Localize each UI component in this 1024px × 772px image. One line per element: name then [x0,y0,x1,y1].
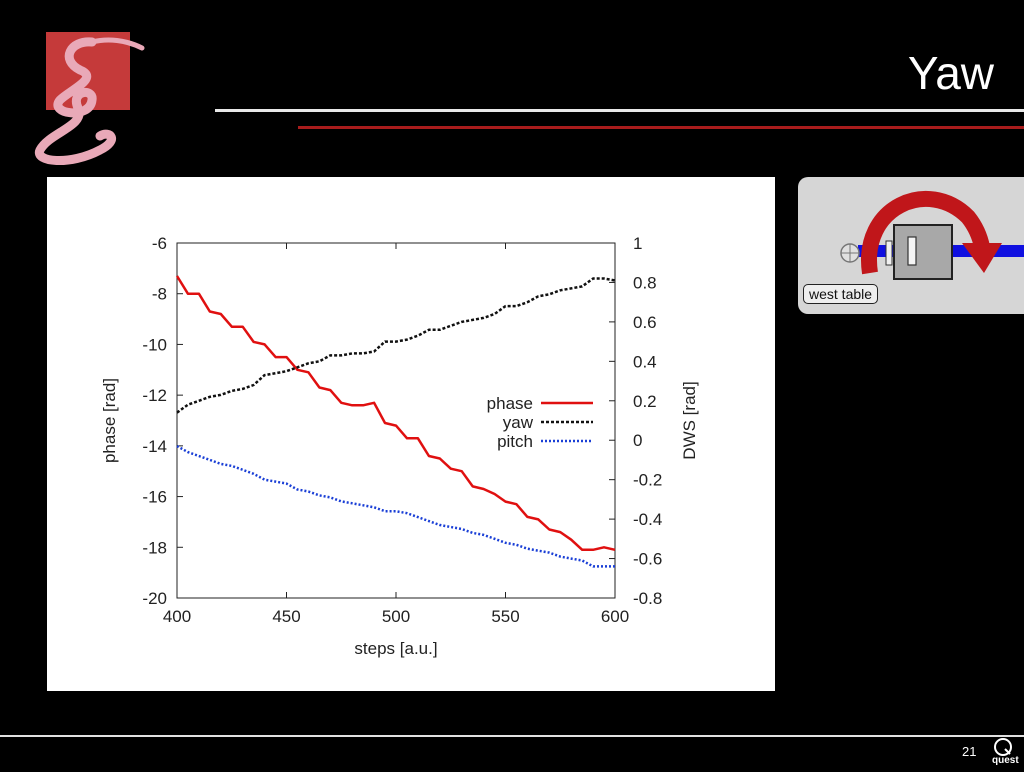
quest-logo-icon [990,737,1022,767]
x-axis-label: steps [a.u.] [354,639,437,658]
header-rule-white [215,109,1024,112]
y-right-tick-label: -0.6 [633,550,662,569]
plot-frame [176,242,616,599]
y-left-tick-label: -8 [152,285,167,304]
y-left-tick-label: -6 [152,234,167,253]
y-right-tick-label: 1 [633,234,642,253]
slide-title: Yaw [907,47,994,99]
phase-dws-chart: steps [a.u.] phase [rad] DWS [rad] 400 45… [100,234,699,658]
y-left-tick-label: -16 [142,488,167,507]
west-table-label: west table [803,284,879,304]
x-tick-label: 450 [272,607,300,626]
y-right-tick-label: 0.2 [633,392,657,411]
y-right-tick-label: 0.8 [633,273,657,292]
series-line-phase [175,275,616,552]
page-number: 21 [962,744,977,759]
x-tick-label: 550 [491,607,519,626]
x-tick-label: 500 [382,607,410,626]
y-right-tick-label: 0.6 [633,313,657,332]
y-axis-left-label: phase [rad] [100,378,119,463]
header-rule-red [298,126,1024,129]
y-right-tick-label: 0.4 [633,352,657,371]
swirl-logo-icon [30,30,150,170]
y-left-tick-label: -20 [142,589,167,608]
y-left-tick-label: -12 [142,386,167,405]
legend-label-yaw: yaw [503,413,534,432]
y-right-tick-label: 0 [633,431,642,450]
rotation-arrow-icon [861,191,990,275]
quest-logo-text: quest [992,755,1019,766]
y-left-tick-label: -14 [142,437,167,456]
x-tick-label: 400 [163,607,191,626]
x-tick-label: 600 [601,607,629,626]
y-left-tick-label: -18 [142,538,167,557]
series-line-yaw [176,277,616,414]
footer-rule [0,735,1024,737]
y-axis-right-label: DWS [rad] [680,381,699,459]
yaw-inset-diagram: west table [798,177,1024,314]
table-box-icon [893,224,953,280]
chart-panel: steps [a.u.] phase [rad] DWS [rad] 400 45… [47,177,775,691]
legend-label-pitch: pitch [497,432,533,451]
legend-label-phase: phase [487,394,533,413]
y-right-tick-label: -0.4 [633,510,662,529]
y-left-tick-label: -10 [142,335,167,354]
y-right-tick-label: -0.2 [633,471,662,490]
y-right-tick-label: -0.8 [633,589,662,608]
series-line-pitch [176,445,615,568]
